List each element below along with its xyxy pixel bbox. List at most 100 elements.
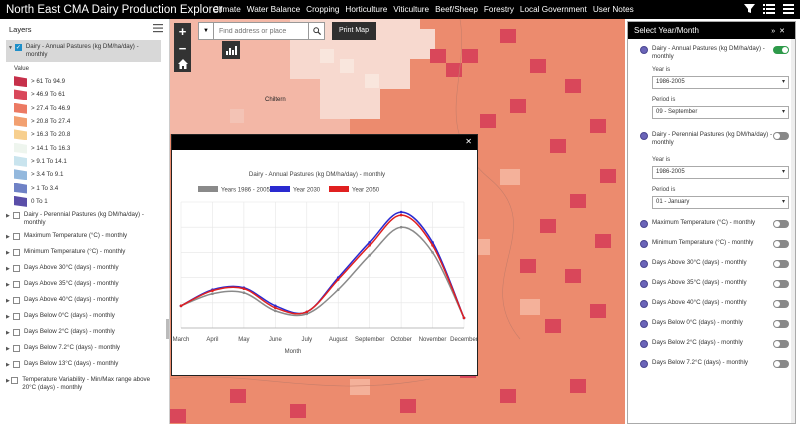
search-input[interactable] — [214, 22, 309, 40]
expand-right-icon[interactable]: ▶ — [6, 345, 10, 352]
data-point[interactable] — [274, 304, 277, 308]
collapse-icon[interactable]: » — [771, 27, 780, 35]
layer-toggle-off[interactable] — [773, 340, 789, 348]
expand-right-icon[interactable]: ▶ — [6, 377, 10, 384]
legend-swatch[interactable] — [270, 186, 290, 192]
nav-item-viticulture[interactable]: Viticulture — [393, 5, 430, 14]
expand-right-icon[interactable]: ▶ — [6, 212, 10, 219]
layer-toggle-off[interactable] — [773, 220, 789, 228]
data-point[interactable] — [336, 288, 340, 291]
expand-right-icon[interactable]: ▶ — [6, 297, 10, 304]
layer-toggle-off[interactable] — [773, 132, 789, 140]
checkbox-icon[interactable] — [13, 232, 20, 240]
checkbox-icon[interactable] — [13, 264, 20, 272]
layer-toggle-off[interactable] — [773, 300, 789, 308]
close-panel-icon[interactable]: ✕ — [779, 27, 789, 35]
layer-toggle-off[interactable] — [773, 360, 789, 368]
nav-item-water-balance[interactable]: Water Balance — [246, 5, 301, 14]
layer-toggle-on[interactable] — [773, 46, 789, 54]
checkbox-icon[interactable] — [13, 280, 20, 288]
period-select[interactable]: 09 - September — [652, 106, 789, 119]
zoom-out-button[interactable]: − — [178, 41, 187, 56]
expand-right-icon[interactable]: ▶ — [6, 329, 10, 336]
layers-options-icon[interactable] — [153, 24, 163, 35]
zoom-in-button[interactable]: + — [178, 24, 187, 39]
data-point[interactable] — [211, 289, 214, 293]
data-point[interactable] — [274, 309, 277, 313]
search-button[interactable] — [309, 22, 325, 40]
layer-item[interactable]: ▶ Days Below 13°C (days) - monthly — [0, 360, 169, 371]
data-point[interactable] — [242, 291, 246, 295]
layer-item[interactable]: ▶ Minimum Temperature (°C) - monthly — [0, 248, 169, 259]
layer-item[interactable]: ▶ Days Above 40°C (days) - monthly — [0, 296, 169, 307]
expand-right-icon[interactable]: ▶ — [6, 233, 10, 240]
data-point[interactable] — [368, 254, 371, 257]
data-point[interactable] — [211, 292, 214, 296]
menu-icon[interactable] — [783, 3, 794, 14]
expand-right-icon[interactable]: ▶ — [6, 249, 10, 256]
checkbox-icon[interactable] — [12, 211, 20, 219]
layer-item[interactable]: ▶ Temperature Variability - Min/Max range… — [0, 376, 169, 392]
checkbox-icon[interactable] — [13, 344, 20, 352]
data-point[interactable] — [368, 241, 371, 244]
filter-icon[interactable] — [744, 3, 755, 14]
layer-item[interactable]: ▶ Days Below 7.2°C (days) - monthly — [0, 344, 169, 355]
checkbox-icon[interactable] — [13, 360, 20, 368]
layer-toggle-off[interactable] — [773, 280, 789, 288]
layer-item[interactable]: ▶ Days Above 35°C (days) - monthly — [0, 280, 169, 291]
home-button[interactable] — [174, 55, 191, 72]
data-point[interactable] — [305, 310, 309, 314]
expand-right-icon[interactable]: ▶ — [6, 361, 10, 368]
nav-item-climate[interactable]: Climate — [213, 5, 241, 14]
checkbox-icon[interactable] — [13, 312, 20, 320]
nav-item-horticulture[interactable]: Horticulture — [345, 5, 388, 14]
data-point[interactable] — [399, 213, 403, 217]
checkbox-icon[interactable] — [13, 328, 20, 336]
layer-item[interactable]: ▶ Days Below 2°C (days) - monthly — [0, 328, 169, 339]
nav-item-beef-sheep[interactable]: Beef/Sheep — [435, 5, 478, 14]
expand-down-icon[interactable]: ▼ — [8, 45, 13, 51]
print-map-button[interactable]: Print Map — [332, 22, 376, 40]
nav-item-local-government[interactable]: Local Government — [519, 5, 587, 14]
year-select[interactable]: 1986-2005 — [652, 76, 789, 89]
expand-right-icon[interactable]: ▶ — [6, 281, 10, 288]
year-select[interactable]: 1986-2005 — [652, 166, 789, 179]
nav-item-forestry[interactable]: Forestry — [483, 5, 514, 14]
data-point[interactable] — [399, 210, 403, 214]
data-point[interactable] — [462, 316, 466, 320]
data-point[interactable] — [431, 251, 434, 254]
data-point[interactable] — [431, 244, 434, 247]
scrollbar-thumb[interactable] — [166, 319, 169, 339]
checkbox-icon[interactable] — [11, 376, 19, 384]
layer-toggle-off[interactable] — [773, 320, 789, 328]
checkbox-checked-icon[interactable]: ✓ — [14, 44, 22, 51]
layer-item[interactable]: ▶ Days Above 30°C (days) - monthly — [0, 264, 169, 275]
close-icon[interactable]: ✕ — [465, 137, 472, 146]
data-point[interactable] — [336, 278, 340, 281]
legend-swatch[interactable] — [198, 186, 218, 192]
chart-button[interactable] — [222, 41, 240, 59]
nav-item-cropping[interactable]: Cropping — [306, 5, 340, 14]
nav-item-user-notes[interactable]: User Notes — [592, 5, 634, 14]
layer-item[interactable]: ▶ Days Below 0°C (days) - monthly — [0, 312, 169, 323]
period-select[interactable]: 01 - January — [652, 196, 789, 209]
checkbox-icon[interactable] — [13, 296, 20, 304]
layer-toggle-off[interactable] — [773, 240, 789, 248]
expand-right-icon[interactable]: ▶ — [6, 265, 10, 272]
data-point[interactable] — [274, 306, 277, 310]
data-point[interactable] — [305, 312, 309, 316]
data-point[interactable] — [242, 287, 246, 290]
layer-item[interactable]: ▶ Dairy - Perennial Pastures (kg DM/ha/da… — [0, 211, 169, 227]
data-point[interactable] — [368, 244, 371, 247]
panel-scrollbar[interactable] — [791, 39, 795, 423]
legend-swatch[interactable] — [329, 186, 349, 192]
data-point[interactable] — [399, 225, 403, 229]
layer-item[interactable]: ▶ Maximum Temperature (°C) - monthly — [0, 232, 169, 243]
layer-item-annual-pastures[interactable]: ▼ ✓ Dairy - Annual Pastures (kg DM/ha/da… — [6, 40, 161, 62]
checkbox-icon[interactable] — [13, 248, 20, 256]
search-source-dropdown[interactable]: ▼ — [198, 22, 214, 40]
layer-toggle-off[interactable] — [773, 260, 789, 268]
expand-right-icon[interactable]: ▶ — [6, 313, 10, 320]
data-point[interactable] — [179, 304, 183, 308]
list-icon[interactable] — [763, 3, 775, 14]
